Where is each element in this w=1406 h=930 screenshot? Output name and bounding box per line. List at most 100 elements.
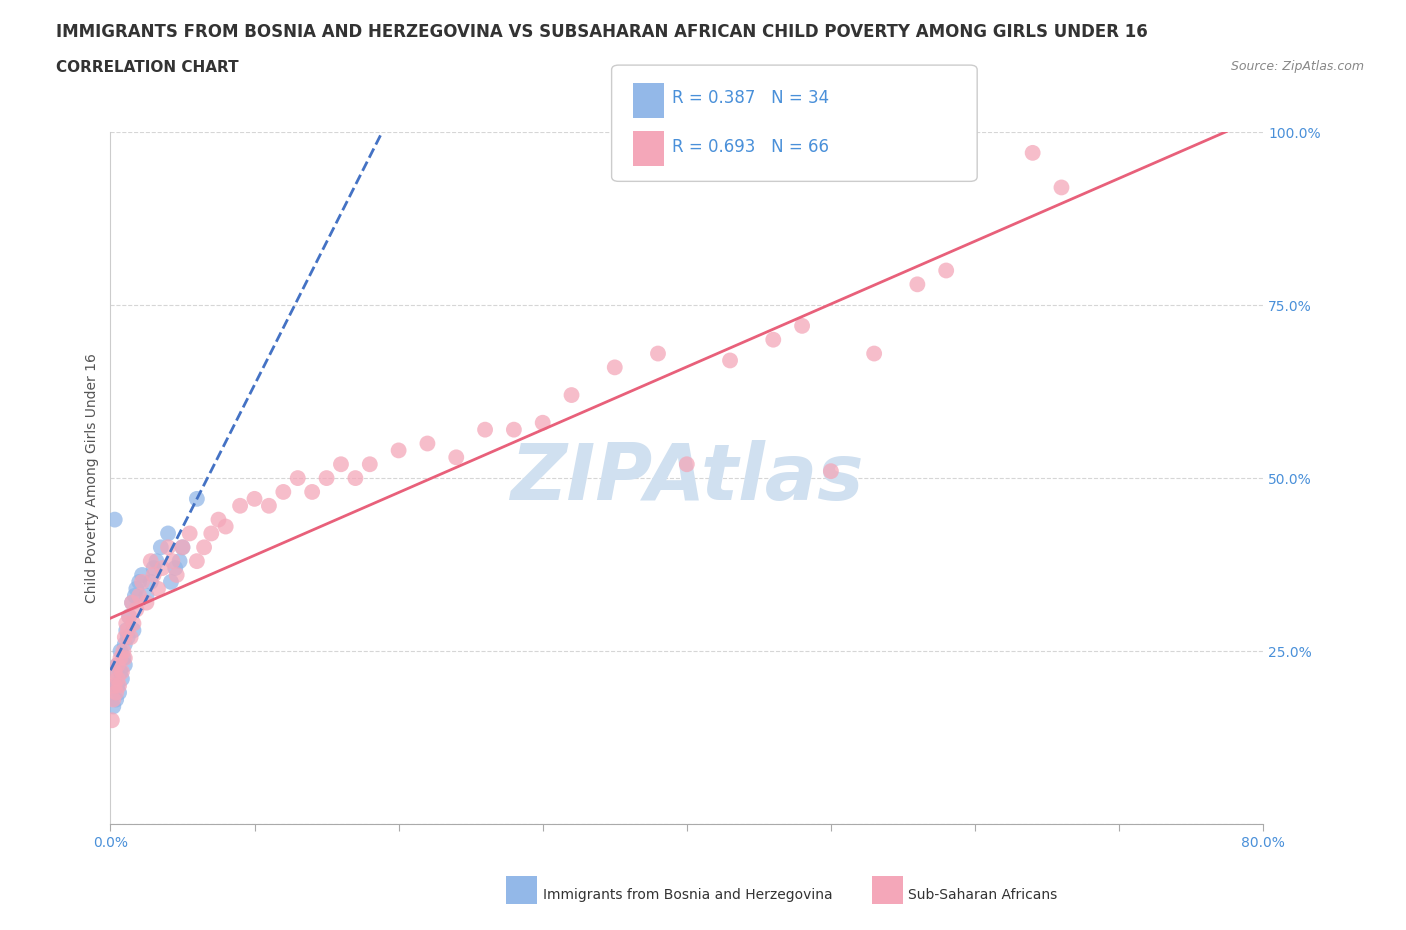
Point — [125, 602, 148, 617]
Point — [124, 589, 146, 604]
Point — [120, 630, 142, 644]
Point — [215, 519, 238, 534]
Point — [169, 553, 191, 568]
Point — [172, 539, 194, 554]
Point — [560, 388, 582, 403]
Point — [103, 692, 125, 707]
Point — [301, 485, 323, 499]
Point — [273, 485, 295, 499]
Point — [105, 664, 128, 679]
Point — [531, 416, 554, 431]
Point — [122, 623, 145, 638]
Text: IMMIGRANTS FROM BOSNIA AND HERZEGOVINA VS SUBSAHARAN AFRICAN CHILD POVERTY AMONG: IMMIGRANTS FROM BOSNIA AND HERZEGOVINA V… — [56, 23, 1147, 41]
Point — [157, 539, 180, 554]
Point — [647, 346, 669, 361]
Point — [125, 581, 148, 596]
Point — [135, 595, 157, 610]
Point — [103, 699, 125, 714]
Point — [112, 651, 135, 666]
Text: ZIPAtlas: ZIPAtlas — [510, 440, 863, 516]
Point — [128, 575, 150, 590]
Point — [112, 644, 135, 658]
Point — [135, 589, 157, 604]
Y-axis label: Child Poverty Among Girls Under 16: Child Poverty Among Girls Under 16 — [86, 353, 100, 603]
Point — [107, 678, 129, 693]
Point — [104, 678, 127, 693]
Point — [111, 671, 134, 686]
Point — [416, 436, 439, 451]
Point — [107, 671, 129, 686]
Point — [104, 512, 127, 527]
Point — [330, 457, 353, 472]
Point — [207, 512, 229, 527]
Text: R = 0.387   N = 34: R = 0.387 N = 34 — [672, 88, 830, 107]
Point — [388, 443, 411, 458]
Point — [131, 575, 153, 590]
Point — [146, 581, 169, 596]
Point — [359, 457, 381, 472]
Point — [114, 658, 136, 672]
Point — [150, 561, 173, 576]
Point — [121, 595, 143, 610]
Point — [115, 623, 138, 638]
Point — [905, 277, 928, 292]
Point — [166, 567, 188, 582]
Point — [108, 678, 131, 693]
Point — [122, 616, 145, 631]
Point — [287, 471, 309, 485]
Point — [186, 553, 208, 568]
Point — [104, 678, 127, 693]
Point — [446, 450, 468, 465]
Point — [118, 609, 141, 624]
Point — [790, 318, 813, 333]
Point — [820, 464, 842, 479]
Point — [165, 561, 187, 576]
Point — [344, 471, 367, 485]
Point — [243, 491, 266, 506]
Point — [110, 664, 132, 679]
Text: Sub-Saharan Africans: Sub-Saharan Africans — [908, 887, 1057, 902]
Text: Source: ZipAtlas.com: Source: ZipAtlas.com — [1230, 60, 1364, 73]
Point — [114, 651, 136, 666]
Point — [186, 491, 208, 506]
Point — [117, 623, 139, 638]
Point — [131, 567, 153, 582]
Point — [603, 360, 626, 375]
Point — [118, 609, 141, 624]
Point — [675, 457, 697, 472]
Point — [114, 630, 136, 644]
Point — [105, 692, 128, 707]
Point — [101, 713, 124, 728]
Point — [179, 526, 201, 541]
Point — [149, 539, 172, 554]
Point — [111, 664, 134, 679]
Point — [172, 539, 194, 554]
Point — [1021, 145, 1043, 160]
Point — [160, 575, 183, 590]
Point — [110, 644, 132, 658]
Point — [117, 630, 139, 644]
Point — [502, 422, 524, 437]
Point — [162, 553, 184, 568]
Point — [193, 539, 215, 554]
Point — [935, 263, 957, 278]
Point — [863, 346, 886, 361]
Point — [108, 685, 131, 700]
Point — [229, 498, 252, 513]
Point — [139, 575, 162, 590]
Point — [110, 651, 132, 666]
Text: Immigrants from Bosnia and Herzegovina: Immigrants from Bosnia and Herzegovina — [543, 887, 832, 902]
Text: CORRELATION CHART: CORRELATION CHART — [56, 60, 239, 75]
Point — [145, 553, 167, 568]
Text: R = 0.693   N = 66: R = 0.693 N = 66 — [672, 138, 830, 155]
Point — [139, 553, 162, 568]
Point — [315, 471, 337, 485]
Point — [128, 589, 150, 604]
Point — [121, 595, 143, 610]
Point — [105, 685, 128, 700]
Point — [200, 526, 222, 541]
Point — [107, 658, 129, 672]
Point — [762, 332, 785, 347]
Point — [115, 616, 138, 631]
Point — [107, 658, 129, 672]
